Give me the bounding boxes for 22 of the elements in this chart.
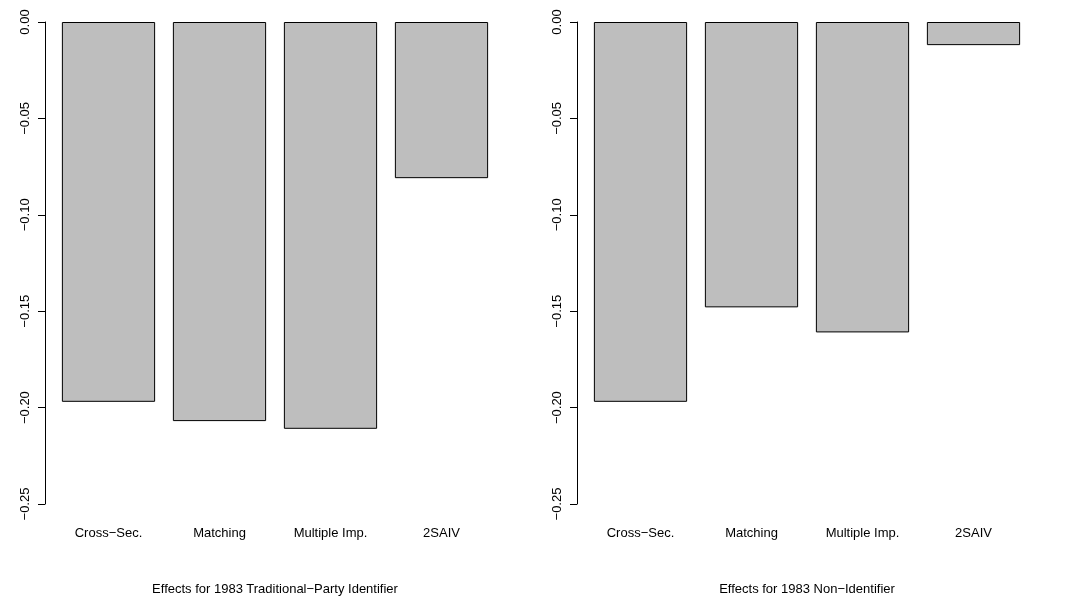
x-tick-label: Cross−Sec. [606,525,675,540]
y-tick-label: −0.25 [549,487,564,521]
y-tick-label: −0.15 [17,294,32,328]
y-tick-label: −0.20 [549,391,564,425]
x-tick-label: Multiple Imp. [825,525,900,540]
y-tick-label: −0.25 [17,487,32,521]
x-tick-label: Matching [725,525,778,540]
y-tick-label: 0.00 [549,9,564,35]
y-tick-label: 0.00 [17,9,32,35]
y-tick-label: −0.05 [17,101,32,135]
x-tick-label: Multiple Imp. [293,525,368,540]
y-tick-label: −0.05 [549,101,564,135]
y-tick-label: −0.20 [17,391,32,425]
x-tick-label: Cross−Sec. [74,525,143,540]
x-tick-label: 2SAIV [423,525,461,540]
y-tick-label: −0.10 [17,198,32,232]
x-tick-label: Matching [193,525,246,540]
x-tick-label: 2SAIV [955,525,993,540]
x-axis-title: Effects for 1983 Traditional−Party Identifier [152,581,399,596]
y-tick-label: −0.15 [549,294,564,328]
x-axis-title: Effects for 1983 Non−Identifier [719,581,896,596]
y-tick-label: −0.10 [549,198,564,232]
